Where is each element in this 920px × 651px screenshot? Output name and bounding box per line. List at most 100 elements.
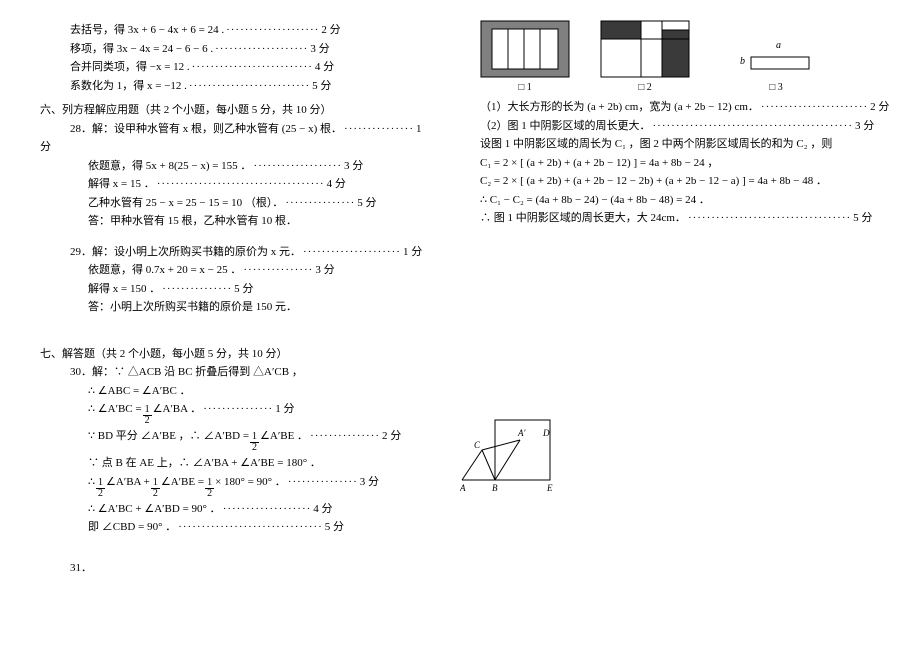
- text: ∴: [88, 474, 95, 491]
- score: 4 分: [315, 59, 334, 76]
- text: 30．解：∵ △ACB 沿 BC 折叠后得到 △A′CB ，: [70, 364, 303, 381]
- r-l2: （2）图 1 中阴影区域的周长更大． ·····················…: [480, 118, 880, 135]
- figure-2-icon: [600, 20, 690, 78]
- fraction-half-icon: 12: [96, 478, 105, 499]
- text: 依题意，得 5x + 8(25 − x) = 155 ．: [88, 158, 251, 175]
- triangle-fold-icon: A′ D C A B E: [460, 418, 555, 503]
- section-6-head: 六、列方程解应用题（共 2 个小题，每小题 5 分，共 10 分）: [40, 102, 440, 119]
- score: 1 分: [275, 401, 294, 418]
- score: 3 分: [315, 262, 334, 279]
- text: 六、列方程解应用题（共 2 个小题，每小题 5 分，共 10 分）: [40, 102, 332, 119]
- score: 1: [416, 121, 422, 138]
- left-column: 去括号，得 3x + 6 − 4x + 6 = 24 . ···········…: [40, 20, 440, 578]
- q29-l2: 依题意，得 0.7x + 20 = x − 25 ． ·············…: [40, 262, 440, 279]
- text: ∴ ∠A′BC =: [88, 401, 142, 418]
- q30-l2: ∴ ∠ABC = ∠A′BC ．: [40, 383, 440, 400]
- q28-l2: 依题意，得 5x + 8(25 − x) = 155 ． ···········…: [40, 158, 440, 175]
- q30-l1: 30．解：∵ △ACB 沿 BC 折叠后得到 △A′CB ，: [40, 364, 440, 381]
- q29-l1: 29．解：设小明上次所购买书籍的原价为 x 元． ···············…: [40, 244, 440, 261]
- score: 4 分: [313, 501, 332, 518]
- text: （2）图 1 中阴影区域的周长更大．: [480, 118, 651, 135]
- figure-2-caption: □ 2: [600, 82, 690, 93]
- text: 去括号，得 3x + 6 − 4x + 6 = 24 .: [70, 22, 224, 39]
- text: ∴ ∠A′BC + ∠A′BD = 90° ．: [88, 501, 221, 518]
- figure-3-caption: □ 3: [740, 82, 812, 93]
- fraction-half-icon: 12: [143, 405, 152, 426]
- text: 答：甲种水管有 15 根，乙种水管有 10 根．: [88, 213, 297, 230]
- score: 3 分: [855, 118, 874, 135]
- q30-l4: ∵ BD 平分 ∠A′BE ，∴ ∠A′BD = 12 ∠A′BE ． ····…: [40, 428, 440, 453]
- text: ∴ C₁ − C₂ = (4a + 8b − 24) − (4a + 8b − …: [480, 192, 710, 209]
- text: 依题意，得 0.7x + 20 = x − 25 ．: [88, 262, 241, 279]
- figure-3: a b □ 3: [720, 42, 812, 93]
- figure-3-icon: [750, 56, 810, 70]
- score: 2 分: [382, 428, 401, 445]
- label-a: a: [776, 40, 781, 51]
- label-C: C: [474, 440, 481, 450]
- figure-2: □ 2: [600, 20, 690, 93]
- r-l5: C₂ = 2 × [ (a + 2b) + (a + 2b − 12 − 2b)…: [480, 173, 880, 190]
- fraction-half-icon: 12: [250, 432, 259, 453]
- q30-l3: ∴ ∠A′BC = 12 ∠A′BA ． ··············· 1 分: [40, 401, 440, 426]
- fraction-half-icon: 12: [151, 478, 160, 499]
- dots: ···············: [203, 401, 273, 418]
- text: ∠A′BA +: [106, 474, 150, 491]
- text: 移项，得 3x − 4x = 24 − 6 − 6 .: [70, 41, 213, 58]
- dots: ···············: [344, 121, 414, 138]
- figures-row: □ 1 □ 2 a: [480, 20, 880, 93]
- dots: ········································…: [653, 118, 854, 135]
- r-l6: ∴ C₁ − C₂ = (4a + 8b − 24) − (4a + 8b − …: [480, 192, 880, 209]
- score: 3 分: [360, 474, 379, 491]
- label-B: B: [492, 483, 498, 493]
- dots: ····················: [226, 22, 319, 39]
- label-Ap: A′: [517, 428, 526, 438]
- q29-l4: 答：小明上次所购买书籍的原价是 150 元．: [40, 299, 440, 316]
- q30-l5: ∵ 点 B 在 AE 上，∴ ∠A′BA + ∠A′BE = 180° ．: [40, 455, 440, 472]
- q28-l3: 解得 x = 15 ． ····························…: [40, 176, 440, 193]
- text: 设图 1 中阴影区域的周长为 C₁ ，图 2 中两个阴影区域周长的和为 C₂ ，…: [480, 136, 832, 153]
- text: 系数化为 1，得 x = −12 .: [70, 78, 187, 95]
- score: 5 分: [312, 78, 331, 95]
- text: ∵ BD 平分 ∠A′BE ，∴ ∠A′BD =: [88, 428, 249, 445]
- text: C₁ = 2 × [ (a + 2b) + (a + 2b − 12) ] = …: [480, 155, 718, 172]
- r-l4: C₁ = 2 × [ (a + 2b) + (a + 2b − 12) ] = …: [480, 155, 880, 172]
- dots: ···············: [310, 428, 380, 445]
- score: 5 分: [853, 210, 872, 227]
- page: 去括号，得 3x + 6 − 4x + 6 = 24 . ···········…: [40, 20, 880, 578]
- dots: ····················: [215, 41, 308, 58]
- text: 乙种水管有 25 − x = 25 − 15 = 10 （根）．: [88, 195, 283, 212]
- label-D: D: [542, 428, 550, 438]
- r-l1: （1）大长方形的长为 (a + 2b) cm，宽为 (a + 2b − 12) …: [480, 99, 880, 116]
- q30-l8: 即 ∠CBD = 90° ． ·························…: [40, 519, 440, 536]
- r-l7: ∴ 图 1 中阴影区域的周长更大，大 24cm． ···············…: [480, 210, 880, 227]
- geometry-figure: A′ D C A B E: [460, 418, 555, 503]
- score: 3 分: [344, 158, 363, 175]
- pre-line-4: 系数化为 1，得 x = −12 . ·····················…: [40, 78, 440, 95]
- r-l3: 设图 1 中阴影区域的周长为 C₁ ，图 2 中两个阴影区域周长的和为 C₂ ，…: [480, 136, 880, 153]
- q28-l5: 答：甲种水管有 15 根，乙种水管有 10 根．: [40, 213, 440, 230]
- pre-line-3: 合并同类项，得 −x = 12 . ······················…: [40, 59, 440, 76]
- text: 解得 x = 150 ．: [88, 281, 160, 298]
- text: 29．解：设小明上次所购买书籍的原价为 x 元．: [70, 244, 301, 261]
- dots: ·······················: [761, 99, 868, 116]
- text: 解得 x = 15 ．: [88, 176, 155, 193]
- dots: ···················: [223, 501, 312, 518]
- text: （1）大长方形的长为 (a + 2b) cm，宽为 (a + 2b − 12) …: [480, 99, 759, 116]
- q29-l3: 解得 x = 150 ． ··············· 5 分: [40, 281, 440, 298]
- label-b: b: [740, 56, 745, 67]
- score: 1 分: [403, 244, 422, 261]
- score: 5 分: [234, 281, 253, 298]
- dots: ··························: [192, 59, 313, 76]
- label-A: A: [460, 483, 466, 493]
- text: ∵ 点 B 在 AE 上，∴ ∠A′BA + ∠A′BE = 180° ．: [88, 455, 321, 472]
- q28-fen: 分: [40, 139, 440, 156]
- pre-line-1: 去括号，得 3x + 6 − 4x + 6 = 24 . ···········…: [40, 22, 440, 39]
- text: 分: [40, 139, 51, 156]
- score: 4 分: [327, 176, 346, 193]
- text: ∠A′BE ．: [260, 428, 308, 445]
- q31: 31．: [40, 560, 440, 577]
- score: 5 分: [325, 519, 344, 536]
- score: 3 分: [310, 41, 329, 58]
- score: 2 分: [321, 22, 340, 39]
- dots: ···············: [162, 281, 232, 298]
